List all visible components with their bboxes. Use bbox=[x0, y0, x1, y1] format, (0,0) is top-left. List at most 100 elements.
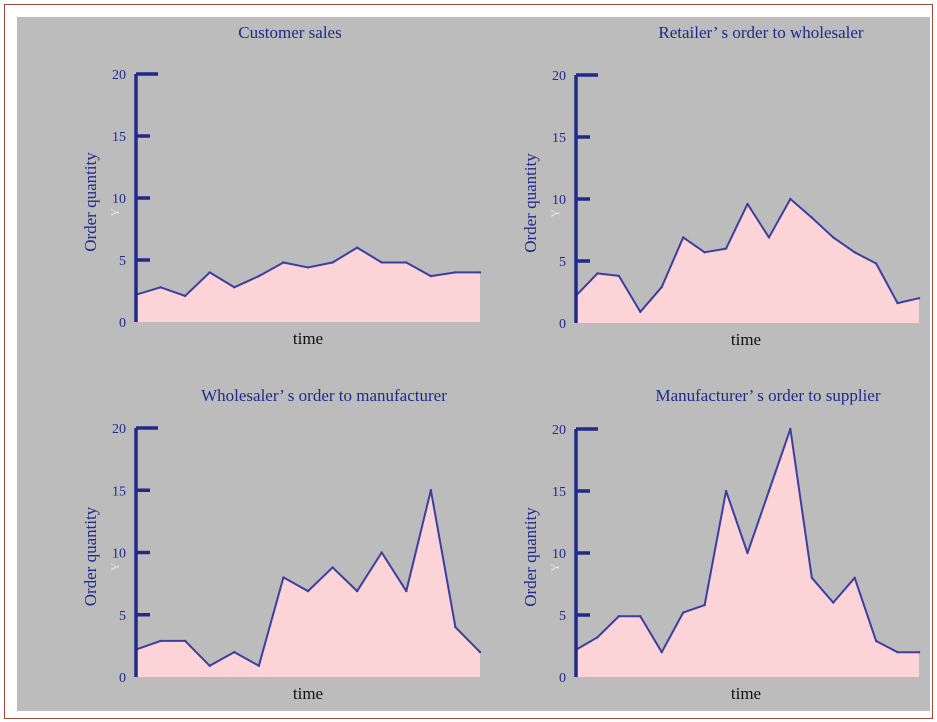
data-point bbox=[617, 615, 621, 618]
series-area bbox=[136, 490, 480, 677]
data-point bbox=[789, 427, 792, 431]
y-tick-label: 5 bbox=[119, 254, 126, 269]
data-point bbox=[853, 251, 856, 254]
data-point bbox=[703, 251, 706, 254]
data-point bbox=[746, 551, 749, 555]
data-point bbox=[832, 601, 835, 604]
chart-retailer-orders: Retailer’ s order to wholesaler 0 5 10 15 20 O… bbox=[521, 23, 921, 349]
series-area bbox=[576, 199, 919, 323]
data-point bbox=[331, 566, 334, 569]
data-point bbox=[257, 274, 261, 278]
data-point bbox=[681, 236, 685, 239]
data-point bbox=[429, 274, 433, 278]
data-point bbox=[478, 650, 482, 654]
y-tick-label: 20 bbox=[112, 422, 126, 437]
data-point bbox=[282, 576, 285, 579]
y-tick-label: 15 bbox=[552, 131, 566, 146]
data-point bbox=[183, 639, 187, 643]
data-point bbox=[478, 271, 482, 274]
y-axis-label: Order quantity bbox=[521, 153, 540, 253]
data-point bbox=[183, 294, 187, 298]
data-point bbox=[767, 489, 771, 493]
y-marker-glyph: Y bbox=[548, 209, 562, 218]
y-marker-glyph: Y bbox=[108, 208, 122, 217]
chart-title: Manufacturer’ s order to supplier bbox=[655, 386, 880, 405]
data-point bbox=[405, 261, 408, 264]
data-point bbox=[724, 247, 728, 250]
y-tick-label: 10 bbox=[552, 547, 566, 562]
data-point bbox=[874, 262, 878, 265]
data-point bbox=[429, 489, 433, 492]
data-point bbox=[660, 285, 663, 289]
y-axis-label: Order quantity bbox=[521, 507, 540, 607]
data-point bbox=[639, 615, 642, 618]
data-point bbox=[306, 266, 310, 269]
y-tick-label: 10 bbox=[112, 547, 126, 562]
chart-title: Customer sales bbox=[238, 23, 341, 42]
y-axis-label: Order quantity bbox=[81, 506, 100, 606]
y-marker-glyph: Y bbox=[548, 563, 562, 572]
data-point bbox=[596, 636, 599, 639]
data-point bbox=[703, 603, 706, 607]
data-point bbox=[454, 271, 457, 274]
data-point bbox=[596, 272, 599, 275]
y-tick-label: 5 bbox=[559, 609, 566, 624]
data-point bbox=[853, 576, 856, 579]
chart-manufacturer-orders: Manufacturer’ s order to supplier 0 5 10 15 2… bbox=[521, 386, 921, 703]
data-point bbox=[233, 650, 236, 654]
data-point bbox=[208, 664, 211, 667]
data-point bbox=[282, 261, 285, 264]
data-point bbox=[355, 246, 359, 249]
data-point bbox=[380, 261, 383, 264]
x-axis-label: time bbox=[293, 684, 323, 703]
y-tick-label: 10 bbox=[552, 193, 566, 208]
y-tick-label: 0 bbox=[559, 317, 566, 332]
y-tick-label: 20 bbox=[552, 69, 566, 84]
x-axis-label: time bbox=[731, 684, 761, 703]
data-point bbox=[159, 286, 162, 289]
data-point bbox=[331, 261, 334, 264]
data-point bbox=[746, 202, 749, 206]
y-tick-label: 20 bbox=[112, 68, 126, 83]
y-tick-label: 15 bbox=[552, 485, 566, 500]
y-tick-label: 5 bbox=[119, 609, 126, 624]
data-point bbox=[724, 489, 728, 493]
series-area bbox=[136, 247, 480, 322]
chart-title: Wholesaler’ s order to manufacturer bbox=[201, 386, 447, 405]
data-point bbox=[810, 576, 814, 579]
y-tick-label: 0 bbox=[119, 671, 126, 686]
data-point bbox=[617, 274, 621, 278]
chart-customer-sales: Customer sales 0 5 10 15 20 Order quantity Ytim… bbox=[81, 23, 482, 348]
data-point bbox=[257, 664, 261, 667]
data-point bbox=[639, 310, 642, 314]
y-tick-label: 10 bbox=[112, 192, 126, 207]
data-point bbox=[208, 271, 211, 274]
y-tick-label: 5 bbox=[559, 255, 566, 270]
data-point bbox=[306, 589, 310, 593]
y-tick-label: 20 bbox=[552, 423, 566, 438]
x-axis-label: time bbox=[293, 329, 323, 348]
chart-wholesaler-orders: Wholesaler’ s order to manufacturer 0 5 10 1… bbox=[81, 386, 482, 703]
data-point bbox=[355, 589, 359, 593]
data-point bbox=[896, 301, 899, 305]
data-point bbox=[159, 639, 162, 643]
data-point bbox=[917, 651, 921, 654]
data-point bbox=[810, 216, 814, 219]
y-tick-label: 15 bbox=[112, 484, 126, 499]
y-marker-glyph: Y bbox=[108, 562, 122, 571]
data-point bbox=[380, 551, 383, 554]
figure-frame bbox=[4, 4, 933, 719]
data-point bbox=[874, 639, 878, 643]
y-tick-label: 15 bbox=[112, 130, 126, 145]
data-point bbox=[660, 651, 663, 654]
y-tick-label: 0 bbox=[119, 316, 126, 331]
data-point bbox=[405, 589, 408, 593]
data-point bbox=[917, 297, 921, 300]
data-point bbox=[681, 611, 685, 614]
data-point bbox=[767, 236, 771, 239]
data-point bbox=[832, 236, 835, 239]
data-point bbox=[454, 626, 457, 629]
y-axis-label: Order quantity bbox=[81, 152, 100, 252]
x-axis-label: time bbox=[731, 330, 761, 349]
data-point bbox=[233, 286, 236, 289]
